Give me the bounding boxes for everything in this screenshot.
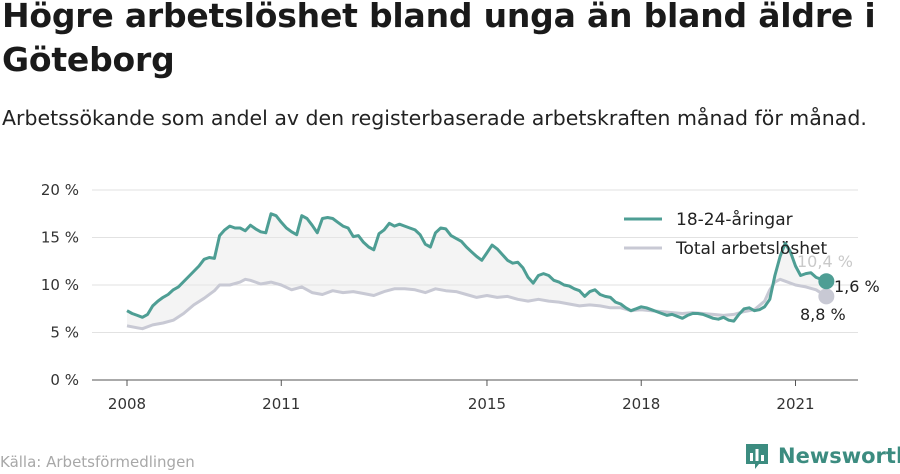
y-tick-label: 5 % [50,324,79,342]
end-label-youth-extra: 1,6 % [834,277,880,296]
y-tick-label: 15 % [41,229,79,247]
gap-area [127,213,827,329]
legend: 18-24-åringar Total arbetslöshet [624,209,828,259]
series-line-youth [126,212,827,323]
y-tick-label: 0 % [50,371,79,389]
series-lines [126,212,828,331]
newsworthy-bars-icon [746,444,768,469]
x-tick-label: 2021 [776,395,814,413]
end-marker-total [818,288,835,305]
chart-title: Högre arbetslöshet bland unga än bland ä… [2,0,876,79]
y-tick-label: 20 % [41,181,79,199]
brand-name: Newsworthy [778,444,900,468]
x-tick-label: 2018 [622,395,660,413]
source-note: Källa: Arbetsförmedlingen [0,453,195,471]
chart-subtitle: Arbetssökande som andel av den registerb… [2,106,867,130]
end-labels: 10,4 % 1,6 % 8,8 % [797,252,880,324]
end-marker-youth [818,273,835,290]
x-tick-label: 2015 [468,395,506,413]
line-chart: 0 % 5 % 10 % 15 % 20 % 2008 2011 2015 2018 2021 1… [41,181,880,413]
end-label-total: 8,8 % [800,305,846,324]
newsworthy-logo[interactable]: Newsworthy [744,442,900,470]
series-line-total [126,277,828,331]
gap-band [127,213,827,329]
x-tick-label: 2008 [108,395,146,413]
axes: 0 % 5 % 10 % 15 % 20 % 2008 2011 2015 2018 2021 [41,181,815,413]
x-tick-label: 2011 [262,395,300,413]
y-tick-label: 10 % [41,276,79,294]
legend-label-total: Total arbetslöshet [675,239,828,259]
end-label-youth: 10,4 % [797,252,853,271]
legend-label-youth: 18-24-åringar [676,209,793,230]
